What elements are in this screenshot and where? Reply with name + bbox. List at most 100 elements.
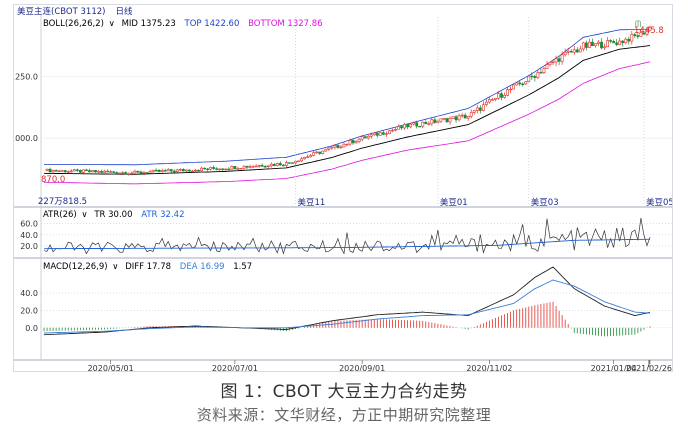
candle-body [269,163,273,167]
candle-body [233,166,237,170]
candle-body [351,140,355,144]
candle [494,97,497,102]
candle [633,32,637,39]
candle-body [188,169,191,172]
candle [157,169,161,173]
candle-body [348,140,352,145]
candle-body [151,169,155,173]
candle-body [554,58,558,63]
candle [63,169,67,173]
candle [336,144,340,149]
candle [127,172,131,176]
macd-diff-line [43,266,651,336]
candle-body [478,107,482,111]
candle [257,164,261,169]
candle [524,81,528,85]
candle [624,37,628,45]
candle-body [412,122,416,125]
candle [557,55,561,66]
date-axis: 2020/05/01 2020/07/01 2020/09/01 2020/11/02… [88,360,672,372]
candle-body [345,143,349,146]
candle-body [218,168,222,170]
low2-annotation: 227万818.5 [38,197,87,207]
date-label: 2020/07/01 [212,364,258,372]
candle-body [163,170,167,172]
candle-body [597,41,600,44]
candle-body [415,122,419,127]
candle-body [391,129,394,132]
candle [569,49,573,53]
candle [145,171,149,175]
atr-line [44,238,651,250]
candle-body [230,166,234,170]
candle-body [263,166,267,168]
contract-label: 美豆01 [440,197,468,208]
macd-axis: 0.0 20.0 40.0 [20,289,672,333]
instrument-label: 美豆主连(CBOT 3112) 日线 [17,6,133,17]
candle-body [509,88,513,91]
candle [160,168,164,174]
candle-body [315,151,319,154]
candle [615,39,619,47]
candle [484,99,488,107]
candle-body [466,115,470,119]
candle [454,114,458,123]
candle-body [518,82,522,85]
candle [363,136,367,139]
candle [372,131,376,136]
candle-body [594,43,597,47]
candle-body [469,112,473,117]
candle-body [494,97,497,100]
high-annotation: 1445.8 [634,26,664,36]
candle-body [112,171,116,173]
candle [233,166,237,170]
candle [415,120,419,129]
candle [94,170,97,173]
candle [288,162,291,164]
candle-body [551,61,555,64]
candle-body [645,30,649,35]
candle-body [603,46,606,49]
candle-body [433,119,437,123]
price-tick-label: 1000.0 [14,134,38,143]
date-label: 2021/02/26 [626,364,672,372]
candle-body [178,169,182,171]
candle-body [197,169,200,172]
candle [442,118,446,121]
candle [369,132,373,139]
candle-body [591,41,594,47]
candle-body [442,118,446,120]
candle [433,117,437,124]
candle [403,122,406,131]
candle [221,168,225,172]
candle-body [157,169,161,172]
candle [627,36,631,45]
candle [560,51,564,65]
candle [72,168,76,172]
candle-body [630,34,634,42]
candle [242,165,246,170]
candle [236,166,240,171]
candle-body [336,145,340,148]
candle-body [430,119,434,125]
candle-body [536,72,540,78]
atr-tick-label: 20.0 [20,242,38,251]
candle-body [545,64,549,69]
candle [230,165,234,170]
candle [418,125,422,128]
candle [130,171,134,176]
candle [175,168,179,173]
candle [169,168,173,173]
candle [345,143,349,147]
candle-body [63,170,67,173]
candle-body [254,165,258,168]
candle [133,169,137,175]
candle [185,169,188,173]
candle-body [506,89,509,96]
candle-body [633,34,637,36]
candle-body [354,141,358,144]
candle [306,154,310,159]
candle-body [185,169,188,172]
candle-body [203,167,206,170]
candle [530,72,534,80]
